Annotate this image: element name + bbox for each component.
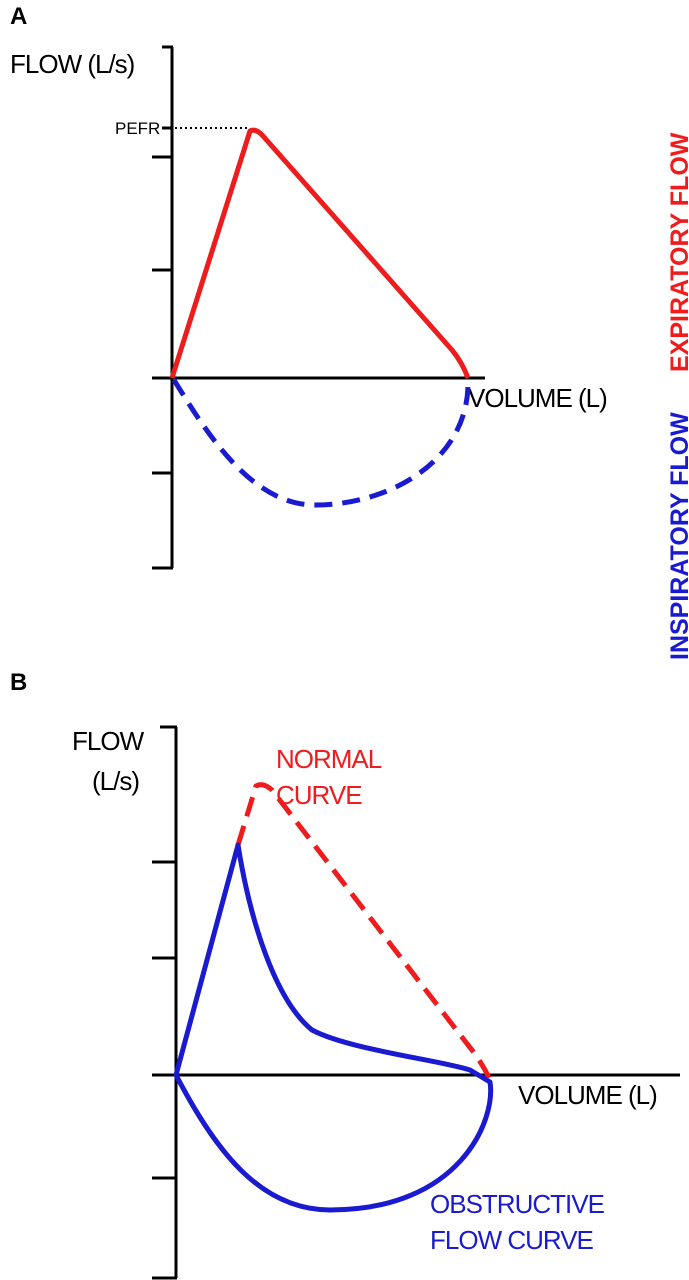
normal-label: NORMAL bbox=[276, 744, 382, 774]
y-axis-label: FLOW (L/s) bbox=[10, 49, 135, 79]
panel-label: A bbox=[10, 3, 27, 30]
normal-curve bbox=[235, 782, 493, 1082]
obstructive-label: FLOW CURVE bbox=[430, 1225, 594, 1255]
expiratory-curve bbox=[169, 127, 471, 379]
x-axis-label: VOLUME (L) bbox=[468, 383, 607, 413]
y-axis-label: FLOW bbox=[72, 726, 145, 756]
y-axis bbox=[152, 45, 485, 570]
y-axis bbox=[152, 725, 680, 1280]
peak-label: PEFR bbox=[115, 119, 160, 138]
inspiratory-label: INSPIRATORY FLOW bbox=[666, 412, 689, 660]
panel-label: B bbox=[10, 669, 27, 696]
y-axis-label: (L/s) bbox=[92, 766, 139, 796]
obstructive-curve bbox=[173, 842, 494, 1213]
expiratory-label: EXPIRATORY FLOW bbox=[666, 132, 689, 372]
normal-label: CURVE bbox=[276, 780, 362, 810]
obstructive-label: OBSTRUCTIVE bbox=[430, 1189, 605, 1219]
x-axis-label: VOLUME (L) bbox=[518, 1080, 657, 1110]
inspiratory-curve bbox=[171, 378, 471, 508]
